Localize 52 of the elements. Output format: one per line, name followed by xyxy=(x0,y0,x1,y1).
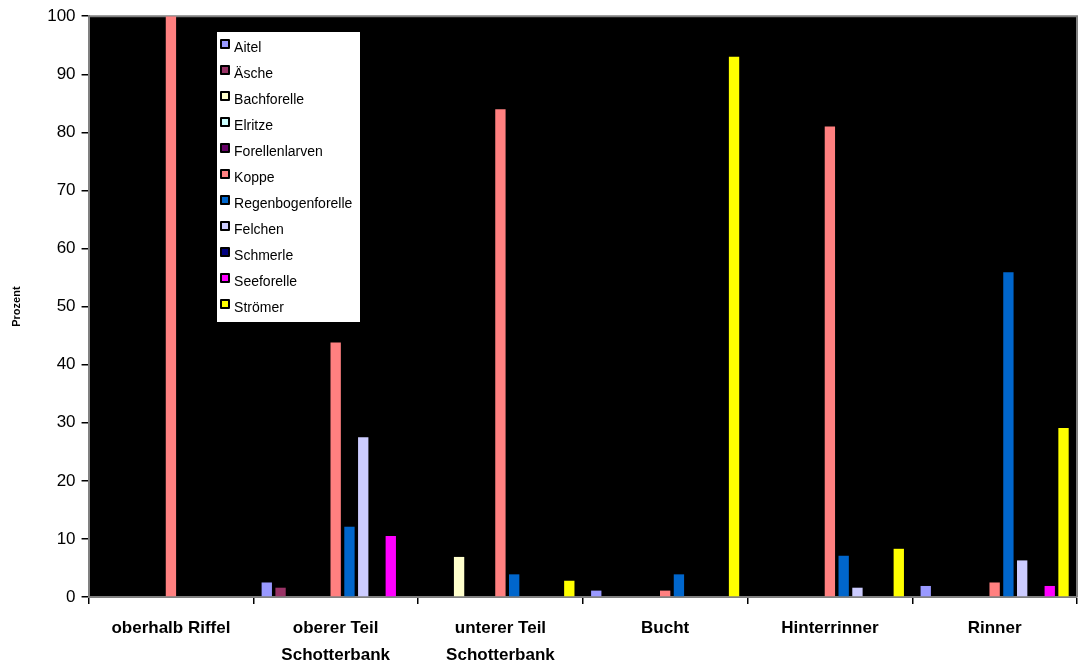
y-tick-label: 50 xyxy=(56,296,76,316)
legend-label: Regenbogenforelle xyxy=(234,195,353,212)
legend-label: Strömer xyxy=(234,299,284,316)
y-tick-label: 10 xyxy=(56,528,76,548)
bar xyxy=(1058,427,1069,597)
x-tick-label: Rinner xyxy=(967,618,1022,638)
bar xyxy=(385,536,396,597)
x-tick-label: Hinterrinner xyxy=(781,618,879,638)
x-tick-label: oberhalb Riffel xyxy=(111,618,231,638)
bar xyxy=(989,582,1000,597)
bar xyxy=(344,526,355,597)
y-axis-title: Prozent xyxy=(9,286,22,327)
y-tick-label: 60 xyxy=(56,238,76,258)
bar xyxy=(838,555,849,597)
bar xyxy=(453,556,465,597)
bar xyxy=(564,580,575,597)
y-tick-label: 100 xyxy=(47,5,76,25)
x-tick-label: oberer Teil Schotterbank xyxy=(281,618,391,665)
bar xyxy=(1044,585,1055,597)
bar xyxy=(509,574,520,597)
bar xyxy=(920,585,931,597)
y-tick-label: 30 xyxy=(56,412,76,432)
legend-label: Forellenlarven xyxy=(234,143,323,160)
bar xyxy=(165,16,177,597)
bar xyxy=(495,109,506,597)
bar xyxy=(728,56,740,597)
bar xyxy=(852,587,863,597)
y-tick-label: 20 xyxy=(56,470,76,490)
legend-label: Bachforelle xyxy=(234,91,305,108)
legend-label: Aitel xyxy=(234,39,262,56)
bar xyxy=(824,126,836,597)
legend-label: Seeforelle xyxy=(234,273,298,290)
x-tick-label: unterer Teil Schotterbank xyxy=(446,618,556,665)
y-tick-label: 40 xyxy=(56,354,76,374)
bar xyxy=(358,437,369,597)
y-tick-label: 0 xyxy=(66,586,76,606)
legend-label: Schmerle xyxy=(234,247,294,264)
bar xyxy=(1017,560,1028,597)
legend-label: Elritze xyxy=(234,117,273,134)
bar xyxy=(261,582,272,597)
bar xyxy=(330,342,341,597)
legend-label: Äsche xyxy=(234,65,273,82)
y-tick-label: 70 xyxy=(56,180,76,200)
y-tick-label: 90 xyxy=(56,63,76,83)
bar xyxy=(1003,272,1014,597)
legend-label: Koppe xyxy=(234,169,275,186)
x-tick-label: Bucht xyxy=(641,618,690,638)
bar xyxy=(673,574,685,597)
bar xyxy=(275,587,286,597)
y-tick-label: 80 xyxy=(56,122,76,142)
bar xyxy=(893,548,904,597)
legend-label: Felchen xyxy=(234,221,284,238)
